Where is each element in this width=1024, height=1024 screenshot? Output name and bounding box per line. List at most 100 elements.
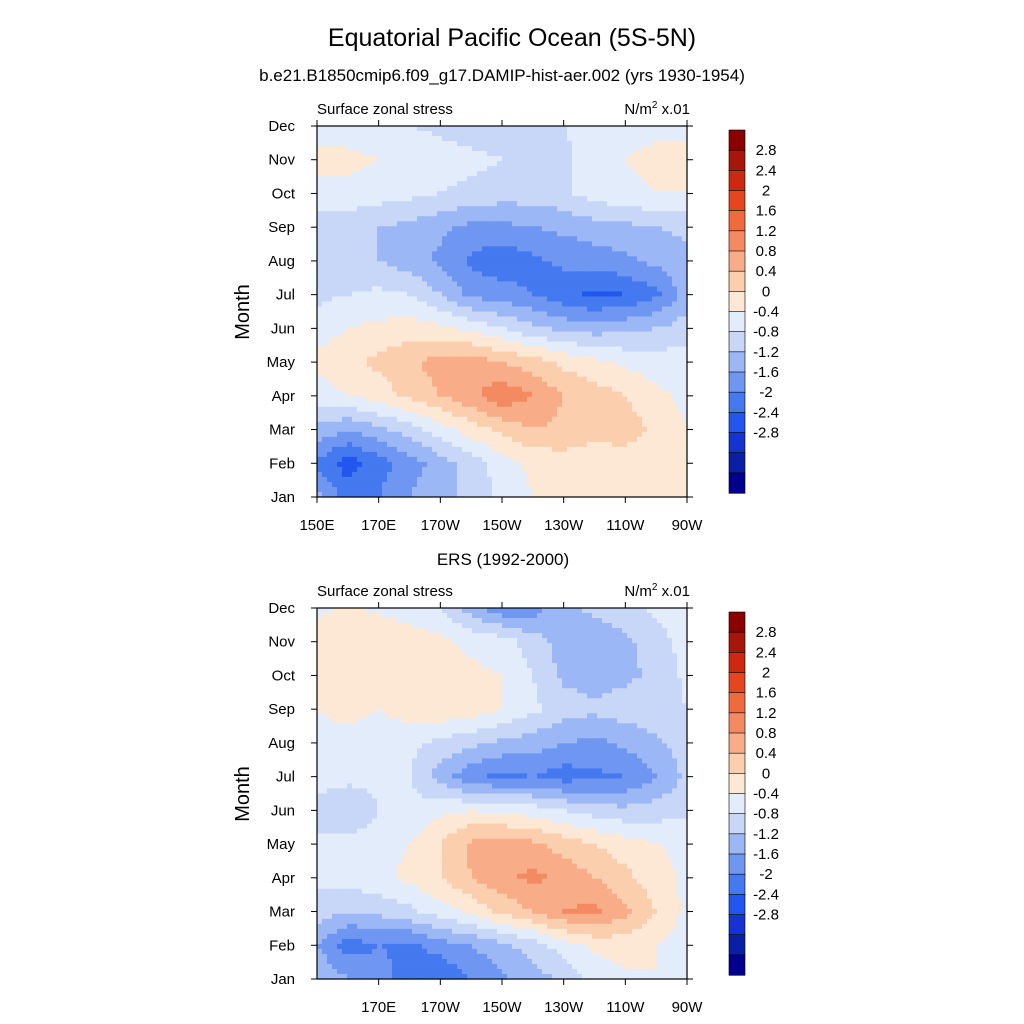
- field-cell: [522, 126, 528, 132]
- field-cell: [402, 186, 408, 192]
- field-cell: [682, 216, 688, 222]
- field-cell: [512, 326, 518, 333]
- field-cell: [367, 376, 373, 383]
- field-cell: [467, 261, 473, 267]
- field-cell: [482, 161, 488, 167]
- field-cell: [327, 406, 333, 413]
- field-cell: [597, 331, 603, 338]
- field-cell: [317, 251, 323, 257]
- field-cell: [407, 221, 413, 227]
- field-cell: [487, 176, 493, 182]
- field-cell: [537, 231, 543, 237]
- field-cell: [532, 126, 538, 132]
- field-cell: [342, 281, 348, 288]
- field-cell: [602, 456, 608, 463]
- field-cell: [547, 311, 553, 318]
- field-cell: [542, 441, 548, 448]
- field-cell: [427, 431, 433, 438]
- field-cell: [677, 391, 683, 398]
- field-cell: [587, 331, 593, 338]
- field-cell: [607, 421, 613, 428]
- field-cell: [337, 256, 343, 262]
- field-cell: [447, 126, 453, 132]
- field-cell: [502, 331, 508, 338]
- field-cell: [677, 381, 683, 388]
- field-cell: [497, 456, 503, 463]
- field-cell: [377, 356, 383, 363]
- field-cell: [527, 216, 533, 222]
- field-cell: [467, 226, 473, 232]
- field-cell: [602, 271, 608, 277]
- field-cell: [502, 346, 508, 353]
- field-cell: [622, 276, 628, 283]
- field-cell: [562, 356, 568, 363]
- field-cell: [627, 281, 633, 288]
- field-cell: [467, 136, 473, 142]
- field-cell: [382, 416, 388, 423]
- field-cell: [617, 341, 623, 348]
- field-cell: [412, 221, 418, 227]
- field-cell: [442, 261, 448, 267]
- field-cell: [637, 296, 643, 303]
- field-cell: [377, 226, 383, 232]
- field-cell: [367, 396, 373, 403]
- field-cell: [477, 301, 483, 308]
- field-cell: [427, 241, 433, 247]
- field-cell: [482, 316, 488, 323]
- field-cell: [342, 181, 348, 187]
- field-cell: [392, 281, 398, 288]
- field-cell: [572, 406, 578, 413]
- field-cell: [427, 126, 433, 132]
- field-cell: [517, 261, 523, 267]
- field-cell: [667, 171, 673, 177]
- field-cell: [512, 156, 518, 162]
- field-cell: [682, 286, 688, 293]
- field-cell: [532, 431, 538, 438]
- field-cell: [502, 136, 508, 142]
- field-cell: [447, 256, 453, 262]
- field-cell: [657, 346, 663, 353]
- field-cell: [482, 351, 488, 358]
- field-cell: [417, 381, 423, 388]
- field-cell: [512, 426, 518, 433]
- field-cell: [457, 131, 463, 137]
- field-cell: [397, 431, 403, 438]
- field-cell: [427, 271, 433, 277]
- field-cell: [412, 401, 418, 408]
- field-cell: [637, 401, 643, 408]
- field-cell: [587, 456, 593, 463]
- field-cell: [497, 361, 503, 368]
- field-cell: [367, 206, 373, 212]
- field-cell: [667, 396, 673, 403]
- field-cell: [562, 301, 568, 308]
- field-cell: [532, 291, 538, 298]
- field-cell: [382, 256, 388, 262]
- field-cell: [597, 256, 603, 262]
- field-cell: [397, 226, 403, 232]
- field-cell: [402, 396, 408, 403]
- field-cell: [477, 416, 483, 423]
- field-cell: [392, 126, 398, 132]
- field-cell: [507, 306, 513, 313]
- field-cell: [392, 146, 398, 152]
- field-cell: [642, 401, 648, 408]
- field-cell: [627, 391, 633, 398]
- field-cell: [347, 391, 353, 398]
- field-cell: [677, 441, 683, 448]
- field-cell: [337, 296, 343, 303]
- field-cell: [407, 366, 413, 373]
- field-cell: [467, 406, 473, 413]
- field-cell: [342, 436, 348, 443]
- field-cell: [387, 276, 393, 283]
- field-cell: [317, 311, 323, 318]
- field-cell: [367, 451, 373, 458]
- field-cell: [372, 206, 378, 212]
- field-cell: [452, 326, 458, 333]
- field-cell: [587, 371, 593, 378]
- field-cell: [682, 156, 688, 162]
- field-cell: [372, 291, 378, 298]
- field-cell: [657, 226, 663, 232]
- field-cell: [542, 271, 548, 277]
- field-cell: [377, 351, 383, 358]
- field-cell: [342, 151, 348, 157]
